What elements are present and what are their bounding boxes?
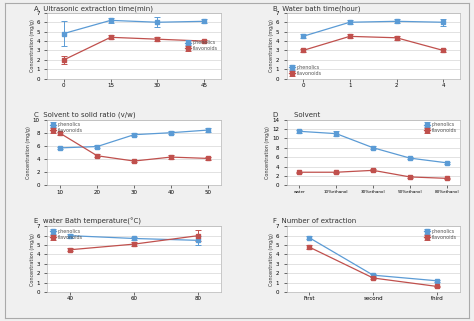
Y-axis label: Concentration (mg/g): Concentration (mg/g): [269, 233, 274, 286]
Y-axis label: Concentration (mg/g): Concentration (mg/g): [30, 233, 35, 286]
Y-axis label: Concentration (mg/g): Concentration (mg/g): [265, 126, 271, 179]
Y-axis label: Concentration (mg/g): Concentration (mg/g): [30, 19, 35, 72]
Legend: phenolics, flavonoids: phenolics, flavonoids: [50, 122, 83, 134]
Legend: phenolics, flavonoids: phenolics, flavonoids: [50, 229, 83, 240]
Text: F  Number of extraction: F Number of extraction: [273, 219, 356, 224]
Y-axis label: Concentration (mg/g): Concentration (mg/g): [27, 126, 31, 179]
Y-axis label: Concentration (mg/g): Concentration (mg/g): [269, 19, 274, 72]
Text: D       Solvent: D Solvent: [273, 112, 320, 118]
Legend: phenolics, flavonoids: phenolics, flavonoids: [289, 65, 322, 76]
Legend: phenolics, flavonoids: phenolics, flavonoids: [424, 122, 457, 134]
Text: A  Ultrasonic extraction time(min): A Ultrasonic extraction time(min): [34, 5, 153, 12]
Legend: phenolics, flavonoids: phenolics, flavonoids: [185, 40, 218, 52]
Text: C  Solvent to solid ratio (v/w): C Solvent to solid ratio (v/w): [34, 112, 135, 118]
Text: B  Water bath time(hour): B Water bath time(hour): [273, 5, 360, 12]
Legend: phenolics, flavonoids: phenolics, flavonoids: [424, 229, 457, 240]
Text: E  water Bath temperature(°C): E water Bath temperature(°C): [34, 218, 140, 225]
